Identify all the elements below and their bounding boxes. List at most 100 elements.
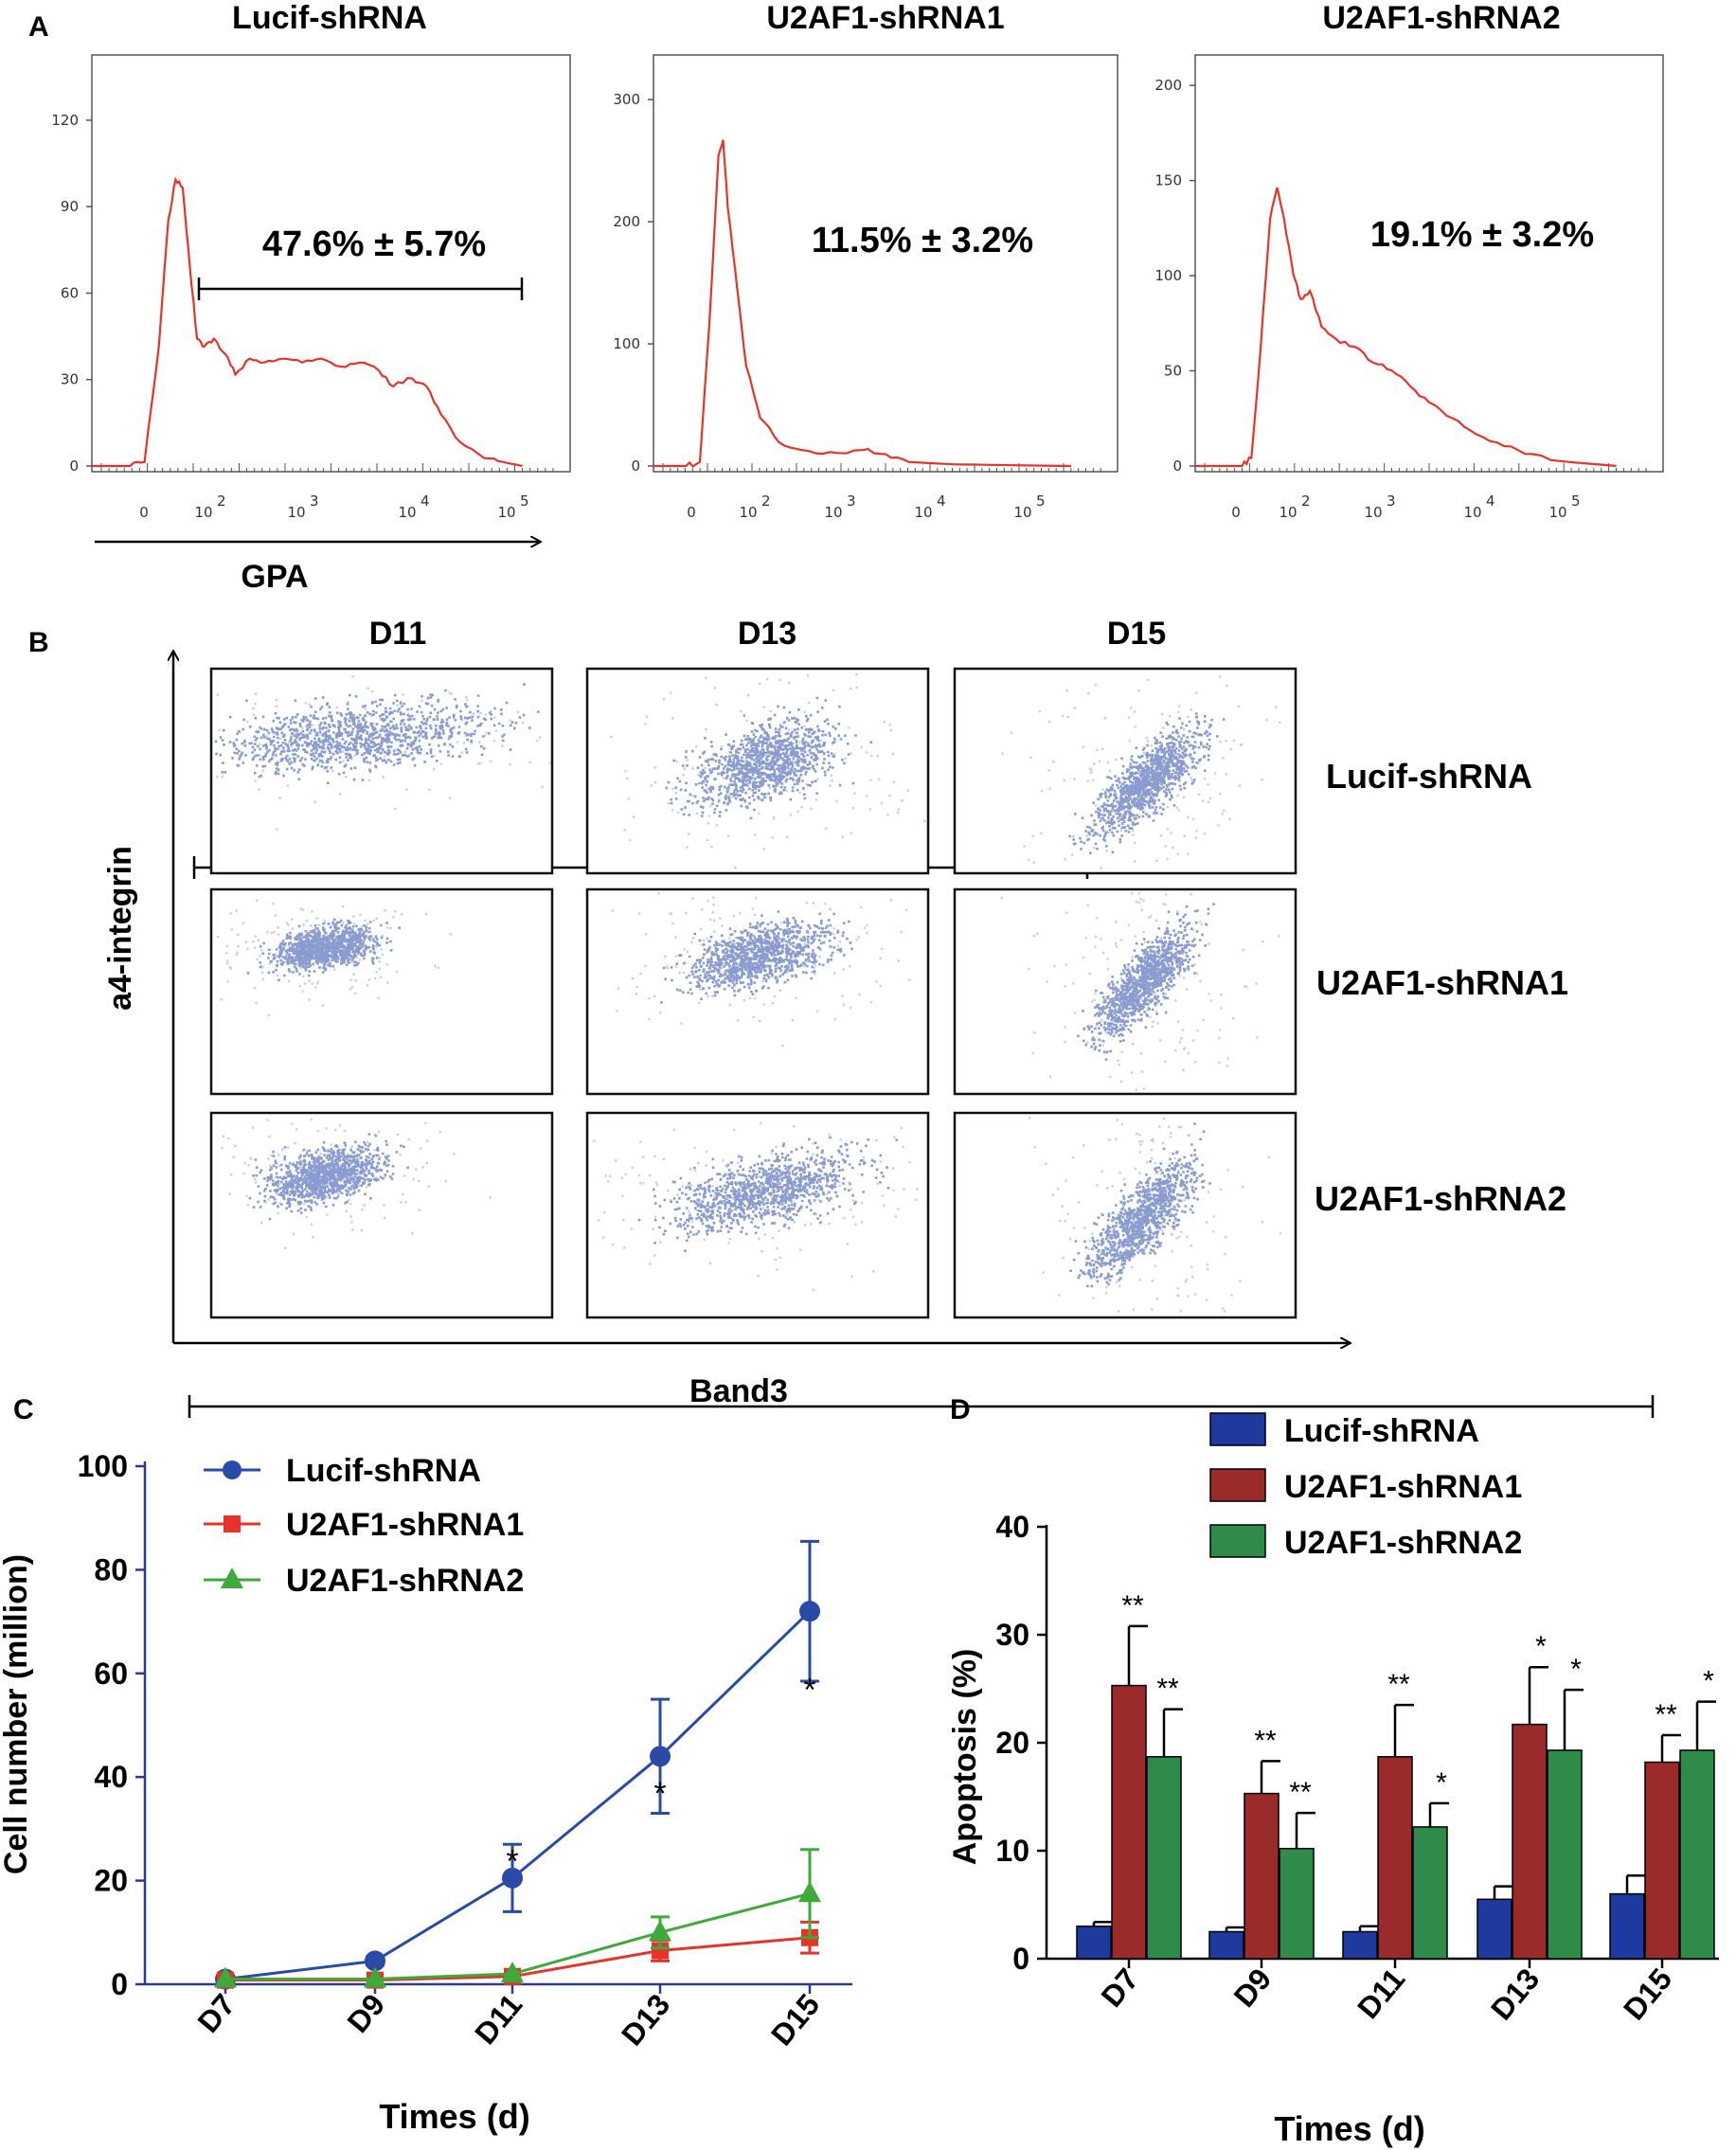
significance-star: ** bbox=[1655, 1699, 1677, 1730]
histogram-y-tick-label: 300 bbox=[613, 91, 640, 108]
histogram-annotation: 19.1% ± 3.2% bbox=[1370, 215, 1594, 255]
histogram-annotation: 11.5% ± 3.2% bbox=[812, 221, 1033, 260]
histogram-title: U2AF1-shRNA1 bbox=[766, 0, 1004, 36]
significance-star: ** bbox=[1254, 1725, 1277, 1756]
histogram-x-tick-exponent: 2 bbox=[217, 493, 226, 510]
legend-marker bbox=[224, 1515, 241, 1532]
panel-label-d: D bbox=[950, 1394, 971, 1425]
dot-plot-frame bbox=[209, 1111, 554, 1319]
histogram-x-tick-exponent: 5 bbox=[520, 493, 529, 510]
histogram-x-tick-label: 10 bbox=[1013, 504, 1031, 521]
column-label-d13: D13 bbox=[738, 616, 796, 652]
line-chart-y-tick-label: 40 bbox=[94, 1760, 128, 1794]
bar-chart-y-tick-label: 20 bbox=[995, 1726, 1029, 1760]
histogram-y-tick-label: 30 bbox=[61, 371, 79, 388]
histogram-curve bbox=[653, 139, 1072, 468]
row-label-lucif: Lucif-shRNA bbox=[1326, 757, 1532, 796]
bar bbox=[1279, 1847, 1315, 1960]
histogram-x-tick-label: 10 bbox=[1463, 504, 1481, 521]
bar-chart-apoptosis: Apoptosis (%) Times (d) Lucif-shRNA U2AF… bbox=[947, 1412, 1719, 2148]
histogram-x-tick-label: 10 bbox=[824, 504, 842, 521]
histogram-x-tick-exponent: 5 bbox=[1571, 493, 1581, 510]
histogram-y-tick-label: 0 bbox=[69, 457, 79, 475]
histogram-x-tick-exponent: 4 bbox=[1486, 493, 1495, 510]
panel-label-b: B bbox=[28, 627, 49, 658]
line-series bbox=[224, 1610, 812, 1981]
line-chart-legend: Lucif-shRNA U2AF1-shRNA1 U2AF1-shRNA2 bbox=[204, 1453, 524, 1599]
bar-chart-x-tick-label: D7 bbox=[1094, 1962, 1145, 2013]
legend-label: U2AF1-shRNA2 bbox=[1284, 1525, 1522, 1561]
bar bbox=[1679, 1749, 1715, 1960]
data-point bbox=[650, 1746, 671, 1767]
histogram-y-tick-label: 0 bbox=[1172, 457, 1182, 475]
panel-label-a: A bbox=[28, 11, 49, 43]
significance-star: * bbox=[506, 1843, 518, 1879]
significance-star: * bbox=[1703, 1666, 1714, 1697]
bar-chart-x-tick-label: D11 bbox=[1351, 1962, 1411, 2025]
a4-integrin-axis-label: a4-integrin bbox=[102, 846, 138, 1011]
legend-swatch bbox=[1209, 1524, 1266, 1558]
legend-marker bbox=[221, 1568, 243, 1588]
histogram-y-tick-label: 150 bbox=[1154, 172, 1182, 189]
line-chart-x-tick-label: D7 bbox=[190, 1987, 242, 2038]
bar bbox=[1547, 1749, 1583, 1960]
histogram-frame bbox=[1194, 54, 1664, 473]
bar bbox=[1342, 1930, 1378, 1960]
histogram-y-tick-label: 100 bbox=[613, 335, 640, 352]
dot-plot-cell bbox=[209, 1111, 554, 1319]
legend-label: Lucif-shRNA bbox=[1284, 1413, 1479, 1449]
legend-swatch bbox=[1209, 1412, 1266, 1446]
significance-star: ** bbox=[1121, 1590, 1144, 1621]
data-point bbox=[501, 1962, 524, 1983]
dot-cloud bbox=[246, 918, 401, 982]
significance-star: ** bbox=[1387, 1669, 1410, 1700]
bar-chart-y-tick-label: 30 bbox=[995, 1618, 1029, 1652]
histogram-x-tick-label: 10 bbox=[398, 504, 416, 521]
line-chart-x-tick-label: D11 bbox=[468, 1987, 528, 2051]
histogram-x-tick-label: 10 bbox=[914, 504, 932, 521]
column-label-d11: D11 bbox=[369, 616, 427, 652]
bar bbox=[1208, 1930, 1244, 1960]
bar-chart-x-tick-label: D15 bbox=[1617, 1962, 1678, 2026]
histogram-x-tick-label: 10 bbox=[497, 504, 515, 521]
bar-chart-x-tick-label: D9 bbox=[1226, 1962, 1278, 2013]
dot-plot-cell bbox=[585, 667, 930, 875]
row-label-shrna1: U2AF1-shRNA1 bbox=[1316, 963, 1568, 1002]
panel-label-c: C bbox=[13, 1394, 34, 1425]
line-chart-x-tick-label: D13 bbox=[615, 1987, 676, 2051]
histogram-x-tick-label: 10 bbox=[287, 504, 305, 521]
significance-star: * bbox=[1570, 1654, 1582, 1685]
histogram-y-tick-label: 120 bbox=[51, 112, 79, 129]
bar-chart-ylabel: Apoptosis (%) bbox=[947, 1649, 983, 1866]
dot-plot-frame bbox=[209, 887, 554, 1096]
bar-chart-y-tick-label: 0 bbox=[1012, 1942, 1029, 1976]
dot-plot-cell bbox=[585, 887, 930, 1096]
data-point bbox=[652, 1942, 669, 1960]
line-chart-y-tick-label: 80 bbox=[94, 1552, 128, 1586]
bar-chart-y-tick-label: 10 bbox=[995, 1834, 1029, 1868]
dot-plot-cell bbox=[953, 1111, 1298, 1319]
row-label-shrna2: U2AF1-shRNA2 bbox=[1315, 1179, 1566, 1218]
histogram-annotation: 47.6% ± 5.7% bbox=[262, 224, 486, 264]
histogram-x-tick-exponent: 4 bbox=[421, 493, 430, 510]
band3-axis-label: Band3 bbox=[689, 1373, 788, 1409]
dot-plot-frame bbox=[209, 667, 554, 875]
histogram-x-tick-label: 0 bbox=[139, 504, 149, 521]
bar-chart-y-tick-label: 40 bbox=[995, 1510, 1029, 1544]
legend-label: U2AF1-shRNA1 bbox=[1284, 1469, 1522, 1505]
bar bbox=[1377, 1756, 1413, 1960]
line-chart-cell-number: Cell number (million) Times (d) Lucif-sh… bbox=[0, 1449, 852, 2136]
histogram-y-tick-label: 200 bbox=[613, 213, 640, 230]
bar-chart-legend: Lucif-shRNA U2AF1-shRNA1 U2AF1-shRNA2 bbox=[1209, 1412, 1522, 1561]
histogram-curve bbox=[92, 176, 523, 468]
histogram-x-tick-exponent: 2 bbox=[1301, 493, 1311, 510]
dot-cloud bbox=[1068, 712, 1226, 854]
histogram-x-tick-exponent: 2 bbox=[761, 493, 771, 510]
data-point bbox=[502, 1867, 523, 1889]
significance-star: * bbox=[803, 1673, 815, 1709]
dot-cloud bbox=[1077, 903, 1215, 1061]
histogram-x-tick-label: 0 bbox=[1231, 504, 1241, 521]
column-label-d15: D15 bbox=[1107, 616, 1166, 652]
dot-cloud bbox=[214, 683, 540, 784]
